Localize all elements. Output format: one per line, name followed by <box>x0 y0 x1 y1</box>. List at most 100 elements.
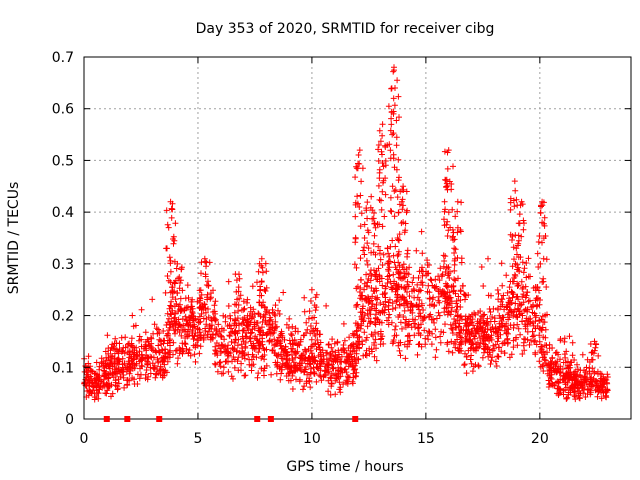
data-point <box>402 320 409 326</box>
chart-title: Day 353 of 2020, SRMTID for receiver cib… <box>196 21 495 37</box>
data-point <box>389 300 396 307</box>
data-point <box>463 322 470 329</box>
data-point <box>382 290 388 296</box>
data-point <box>548 369 555 376</box>
data-point <box>595 352 602 359</box>
data-point <box>476 334 483 341</box>
data-point <box>186 347 193 353</box>
data-point <box>438 290 445 297</box>
data-point <box>131 381 138 387</box>
data-point <box>276 340 283 347</box>
data-point <box>270 309 276 316</box>
data-point <box>136 375 143 382</box>
data-point <box>283 363 290 369</box>
data-point <box>295 328 301 335</box>
data-point <box>175 275 182 282</box>
data-point <box>129 312 136 319</box>
data-point <box>467 330 474 337</box>
data-point <box>181 326 188 333</box>
data-point <box>119 368 126 375</box>
data-point <box>235 288 242 295</box>
data-point <box>377 328 384 335</box>
data-point <box>388 284 395 291</box>
data-point <box>496 312 503 319</box>
data-point <box>359 292 366 299</box>
data-point <box>177 301 183 308</box>
data-point <box>121 360 128 367</box>
data-point <box>432 354 439 361</box>
data-point <box>371 305 378 312</box>
data-point <box>302 354 308 361</box>
data-point <box>387 207 394 214</box>
data-point <box>166 254 173 261</box>
data-point <box>157 363 164 370</box>
data-point <box>574 378 581 385</box>
data-point <box>297 336 304 343</box>
data-point <box>448 186 455 193</box>
data-point <box>398 198 405 205</box>
data-point <box>304 371 311 378</box>
data-point <box>313 304 320 311</box>
data-point <box>531 310 538 317</box>
data-point <box>454 208 461 215</box>
data-point <box>390 337 397 343</box>
data-point <box>300 332 307 339</box>
data-point <box>530 322 537 329</box>
data-point <box>211 308 218 315</box>
data-point <box>424 288 431 295</box>
data-point <box>356 160 363 167</box>
data-point <box>292 364 299 371</box>
data-point <box>326 357 333 364</box>
data-point <box>191 351 198 358</box>
data-point <box>597 377 604 384</box>
data-point <box>409 288 415 295</box>
data-point <box>373 357 380 364</box>
data-point <box>189 332 196 339</box>
data-point <box>378 197 384 204</box>
data-point <box>450 237 457 243</box>
data-point <box>353 328 360 335</box>
data-point <box>198 310 205 317</box>
data-point <box>471 335 478 342</box>
data-point <box>317 349 324 356</box>
data-point <box>115 350 122 357</box>
data-point <box>586 370 593 377</box>
data-point <box>85 353 92 360</box>
data-point <box>492 358 499 365</box>
data-point <box>136 333 143 340</box>
data-point <box>120 374 127 381</box>
data-point <box>160 357 167 364</box>
data-point <box>241 314 248 321</box>
data-point <box>290 359 297 366</box>
data-point <box>518 233 525 240</box>
data-point <box>540 368 547 374</box>
data-point <box>432 276 439 283</box>
data-point <box>529 328 536 335</box>
data-point <box>403 188 410 195</box>
data-point <box>309 343 316 350</box>
data-point <box>289 372 296 379</box>
data-point <box>568 383 575 390</box>
data-point <box>395 342 402 349</box>
data-point <box>379 121 386 128</box>
data-point <box>196 350 203 357</box>
data-point <box>457 304 464 310</box>
data-point <box>171 315 178 322</box>
data-point <box>286 369 293 376</box>
data-point <box>371 267 377 274</box>
data-point <box>223 358 230 365</box>
data-point <box>103 354 110 361</box>
data-point <box>454 345 461 352</box>
data-point <box>566 333 573 340</box>
data-point <box>256 287 263 294</box>
data-point <box>520 299 527 306</box>
data-point <box>495 335 502 342</box>
data-point <box>481 311 488 318</box>
gap-marker <box>156 416 163 422</box>
data-point <box>401 341 408 348</box>
data-point <box>404 250 411 257</box>
data-point <box>576 395 583 402</box>
data-point <box>352 213 359 220</box>
data-point <box>470 332 477 339</box>
data-point <box>496 324 503 331</box>
